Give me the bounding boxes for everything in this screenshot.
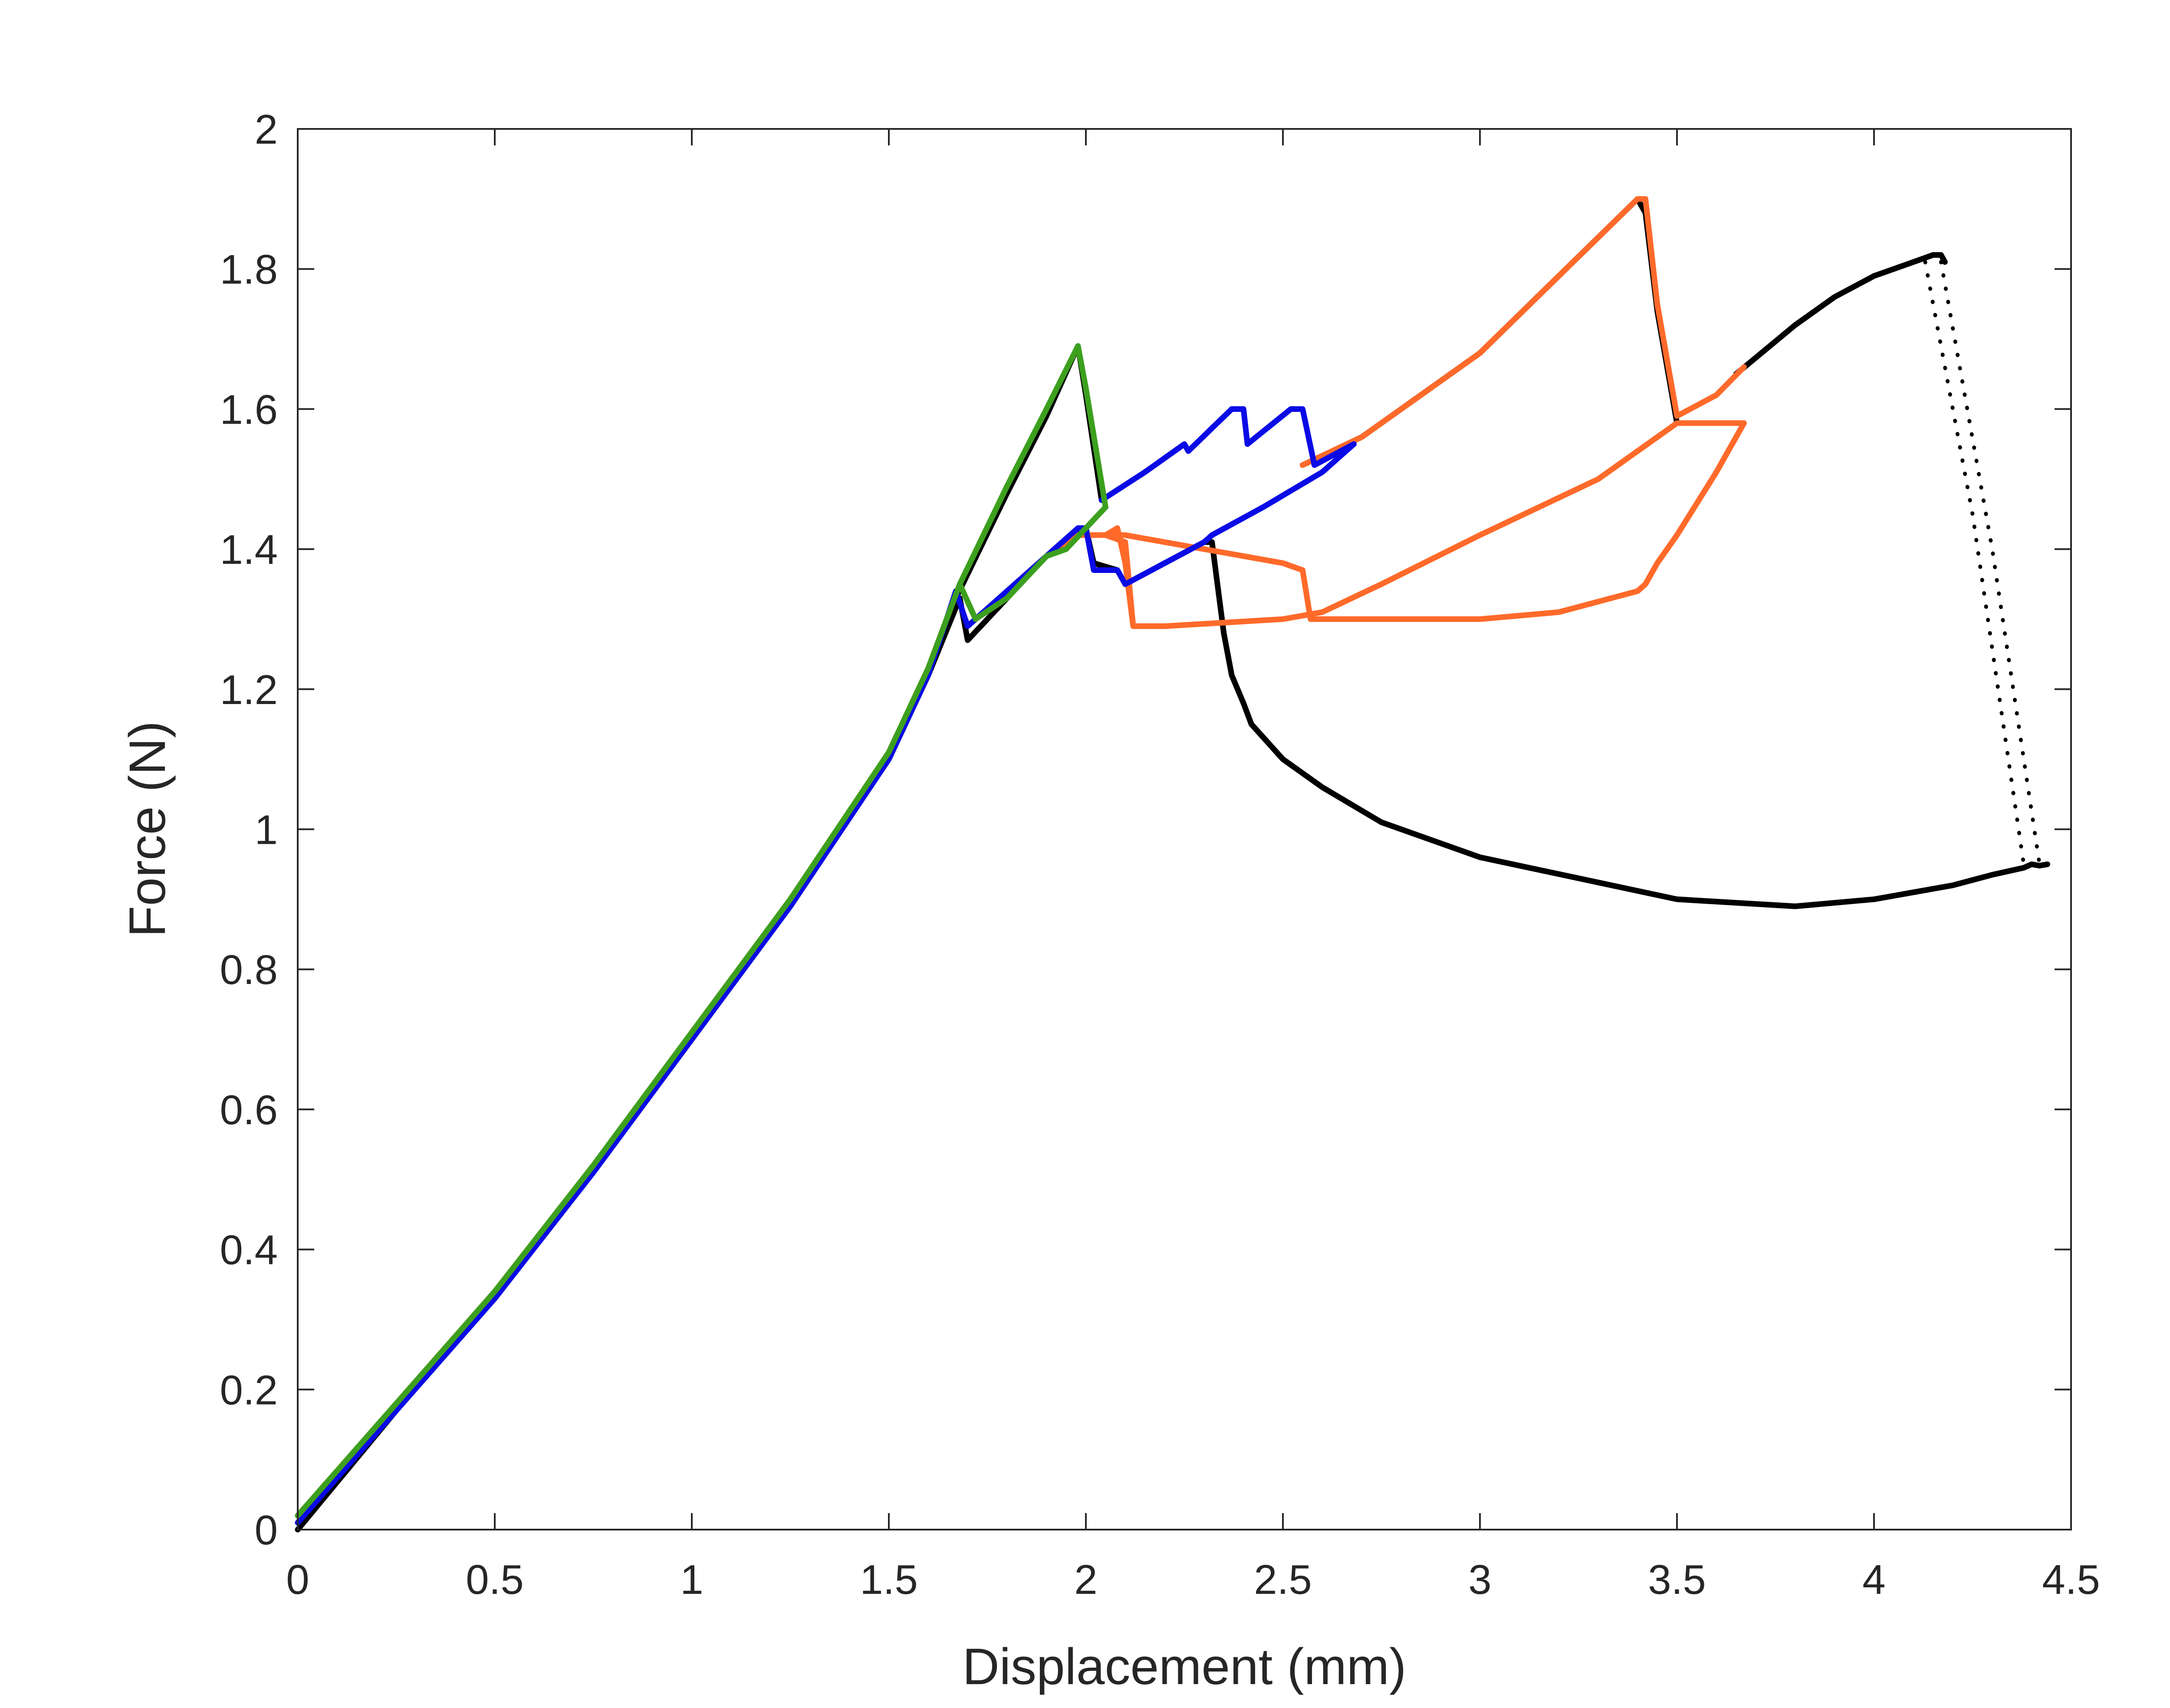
- series-line-green-peak: [957, 343, 1108, 587]
- x-tick-label: 3.5: [1648, 1557, 1706, 1603]
- x-tick-label: 2: [1074, 1557, 1097, 1603]
- x-tick-label: 3: [1468, 1557, 1491, 1603]
- series-line-black-dotted-drop-1: [1923, 260, 2026, 866]
- x-tick-label: 2.5: [1254, 1557, 1312, 1603]
- y-tick-label: 0.8: [220, 947, 278, 993]
- series-line-blue-3: [1098, 406, 1357, 503]
- x-tick-label: 4: [1862, 1557, 1885, 1603]
- x-tick-label: 1: [680, 1557, 703, 1603]
- plot-area: [298, 129, 2071, 1530]
- y-tick-label: 1.2: [220, 667, 278, 713]
- series-line-orange-upper: [1299, 196, 1747, 468]
- x-tick-label: 0.5: [466, 1557, 523, 1603]
- y-tick-label: 1: [255, 807, 278, 853]
- y-tick-label: 1.6: [220, 386, 278, 433]
- y-tick-label: 1.8: [220, 247, 278, 293]
- y-tick-label: 0.2: [220, 1367, 278, 1413]
- series-line-blue-2: [1209, 441, 1357, 538]
- tick-layer: 0 0.5 1 1.5 2 2.5 3 3.5 4 4.5 0 0.2 0.4 0.6 0.8 1 1.2 1.4…: [220, 106, 2100, 1603]
- x-axis-title: Displacement (mm): [963, 1638, 1407, 1695]
- x-tick-label: 4.5: [2042, 1557, 2100, 1603]
- y-axis-title: Force (N): [119, 721, 176, 937]
- y-tick-label: 0.6: [220, 1087, 278, 1133]
- y-tick-label: 1.4: [220, 527, 278, 573]
- y-tick-label: 2: [255, 106, 278, 153]
- series-line-green: [295, 504, 1108, 1519]
- x-tick-label: 0: [286, 1557, 309, 1603]
- x-tick-label: 1.5: [860, 1557, 917, 1603]
- y-tick-label: 0: [255, 1507, 278, 1553]
- series-line-black-path-4: [1733, 252, 1948, 377]
- series-layer: [295, 196, 2050, 1533]
- y-tick-label: 0.4: [220, 1227, 278, 1274]
